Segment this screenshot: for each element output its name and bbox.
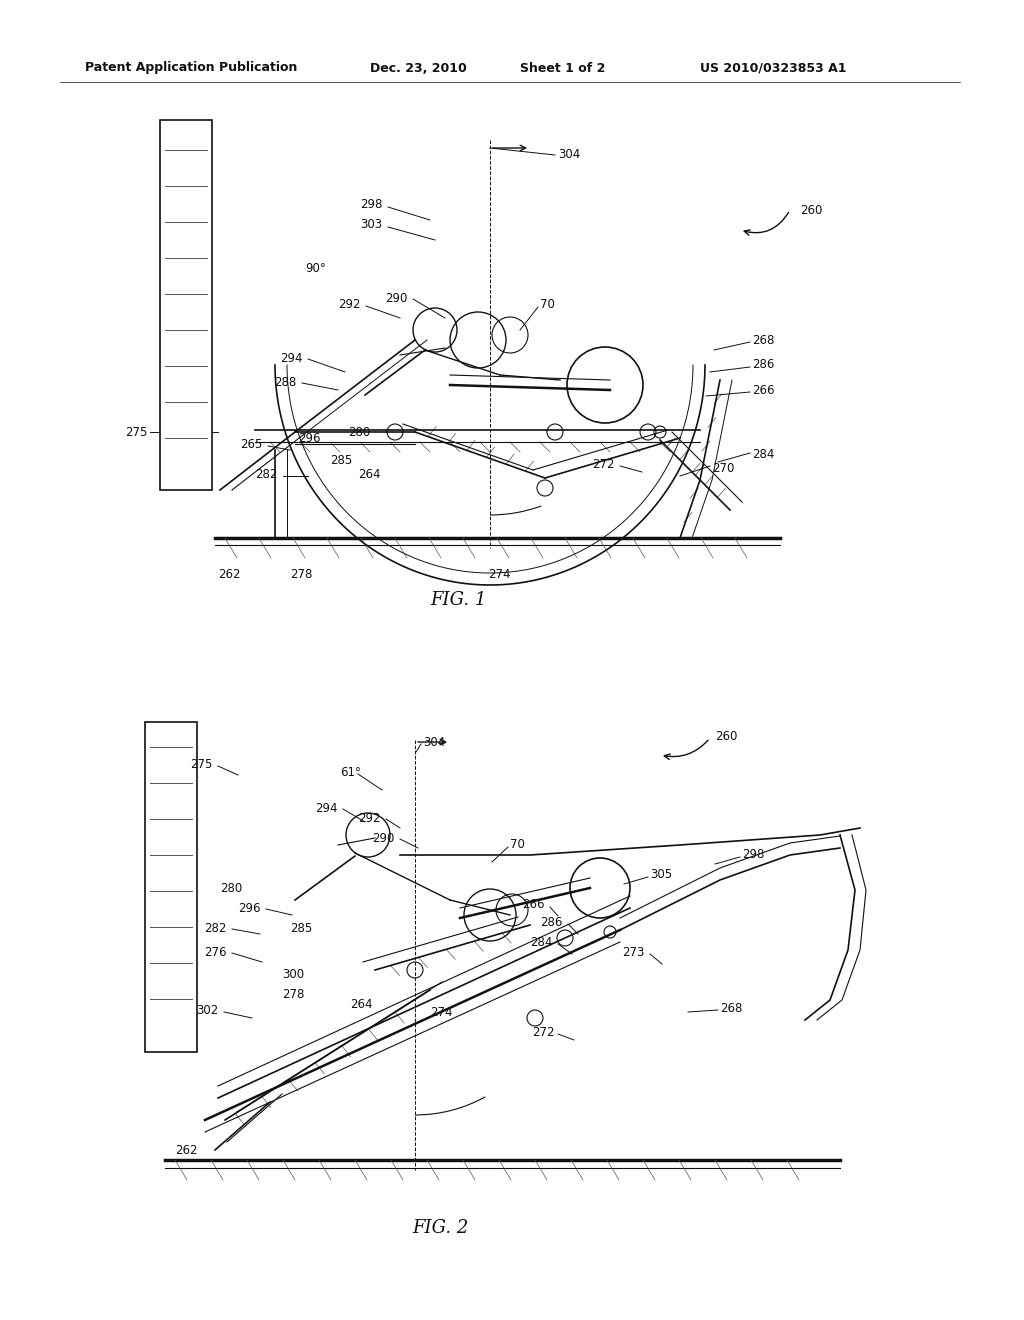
- Text: 290: 290: [385, 292, 408, 305]
- Text: 266: 266: [752, 384, 774, 396]
- Text: 284: 284: [752, 449, 774, 462]
- Text: 298: 298: [742, 849, 764, 862]
- Text: 280: 280: [220, 882, 243, 895]
- Text: 282: 282: [255, 469, 278, 482]
- Text: 278: 278: [282, 989, 304, 1002]
- Text: 282: 282: [204, 921, 226, 935]
- Text: 296: 296: [298, 432, 321, 445]
- Text: 260: 260: [715, 730, 737, 742]
- Text: 278: 278: [290, 569, 312, 582]
- Text: 286: 286: [752, 359, 774, 371]
- Text: 70: 70: [510, 838, 525, 851]
- Text: 300: 300: [282, 969, 304, 982]
- Text: FIG. 2: FIG. 2: [412, 1218, 468, 1237]
- Text: 268: 268: [752, 334, 774, 346]
- Text: 285: 285: [290, 921, 312, 935]
- Text: 305: 305: [650, 869, 672, 882]
- Text: 265: 265: [240, 438, 262, 451]
- Text: 304: 304: [423, 735, 445, 748]
- Text: 274: 274: [488, 569, 511, 582]
- Text: US 2010/0323853 A1: US 2010/0323853 A1: [700, 62, 847, 74]
- Text: FIG. 1: FIG. 1: [430, 591, 486, 609]
- Text: 294: 294: [315, 801, 338, 814]
- Text: 275: 275: [190, 759, 212, 771]
- Text: 270: 270: [712, 462, 734, 474]
- Text: 285: 285: [330, 454, 352, 466]
- Text: 264: 264: [350, 998, 373, 1011]
- Text: 296: 296: [238, 902, 260, 915]
- Text: 294: 294: [280, 351, 302, 364]
- Text: 262: 262: [218, 569, 241, 582]
- Text: 284: 284: [530, 936, 552, 949]
- Text: 298: 298: [360, 198, 382, 211]
- Text: 303: 303: [360, 219, 382, 231]
- Text: 61°: 61°: [340, 766, 360, 779]
- Text: Patent Application Publication: Patent Application Publication: [85, 62, 297, 74]
- Text: 276: 276: [204, 945, 226, 958]
- Text: 292: 292: [338, 298, 360, 312]
- Text: 260: 260: [800, 203, 822, 216]
- Text: 302: 302: [196, 1003, 218, 1016]
- Text: 268: 268: [720, 1002, 742, 1015]
- Text: Dec. 23, 2010: Dec. 23, 2010: [370, 62, 467, 74]
- Text: Sheet 1 of 2: Sheet 1 of 2: [520, 62, 605, 74]
- Bar: [145, 722, 197, 1052]
- Text: 70: 70: [540, 298, 555, 312]
- Text: 272: 272: [532, 1026, 555, 1039]
- Text: 273: 273: [622, 945, 644, 958]
- Bar: [160, 120, 212, 490]
- Text: 266: 266: [522, 899, 545, 912]
- Text: 272: 272: [592, 458, 614, 471]
- Text: 262: 262: [175, 1143, 198, 1156]
- Text: 264: 264: [358, 469, 381, 482]
- Text: 274: 274: [430, 1006, 453, 1019]
- Text: 290: 290: [372, 832, 394, 845]
- Text: 304: 304: [558, 148, 581, 161]
- Text: 90°: 90°: [305, 261, 326, 275]
- Text: 288: 288: [274, 375, 296, 388]
- Text: 292: 292: [358, 812, 381, 825]
- Text: 275: 275: [126, 425, 148, 438]
- Text: 280: 280: [348, 425, 371, 438]
- Text: 286: 286: [540, 916, 562, 928]
